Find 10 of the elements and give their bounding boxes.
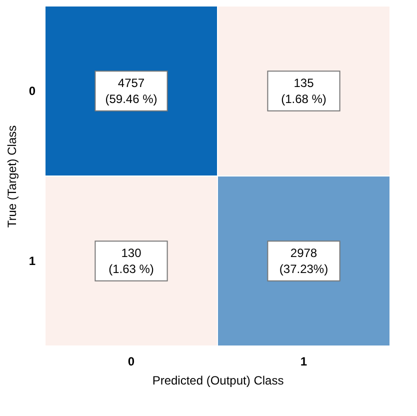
annotation: (37.23%) (279, 262, 328, 276)
data-label: 4757 (118, 76, 145, 90)
x-axis-title: Predicted (Output) Class (152, 374, 284, 388)
annotation: (59.46 %) (105, 92, 158, 106)
data-label: 130 (121, 246, 142, 260)
y-axis-title: True (Target) Class (4, 125, 19, 228)
annotation: (1.63 %) (108, 262, 154, 276)
data-label: 135 (294, 76, 314, 90)
annotation: (1.68 %) (281, 92, 326, 106)
data-label: 2978 (290, 246, 318, 260)
